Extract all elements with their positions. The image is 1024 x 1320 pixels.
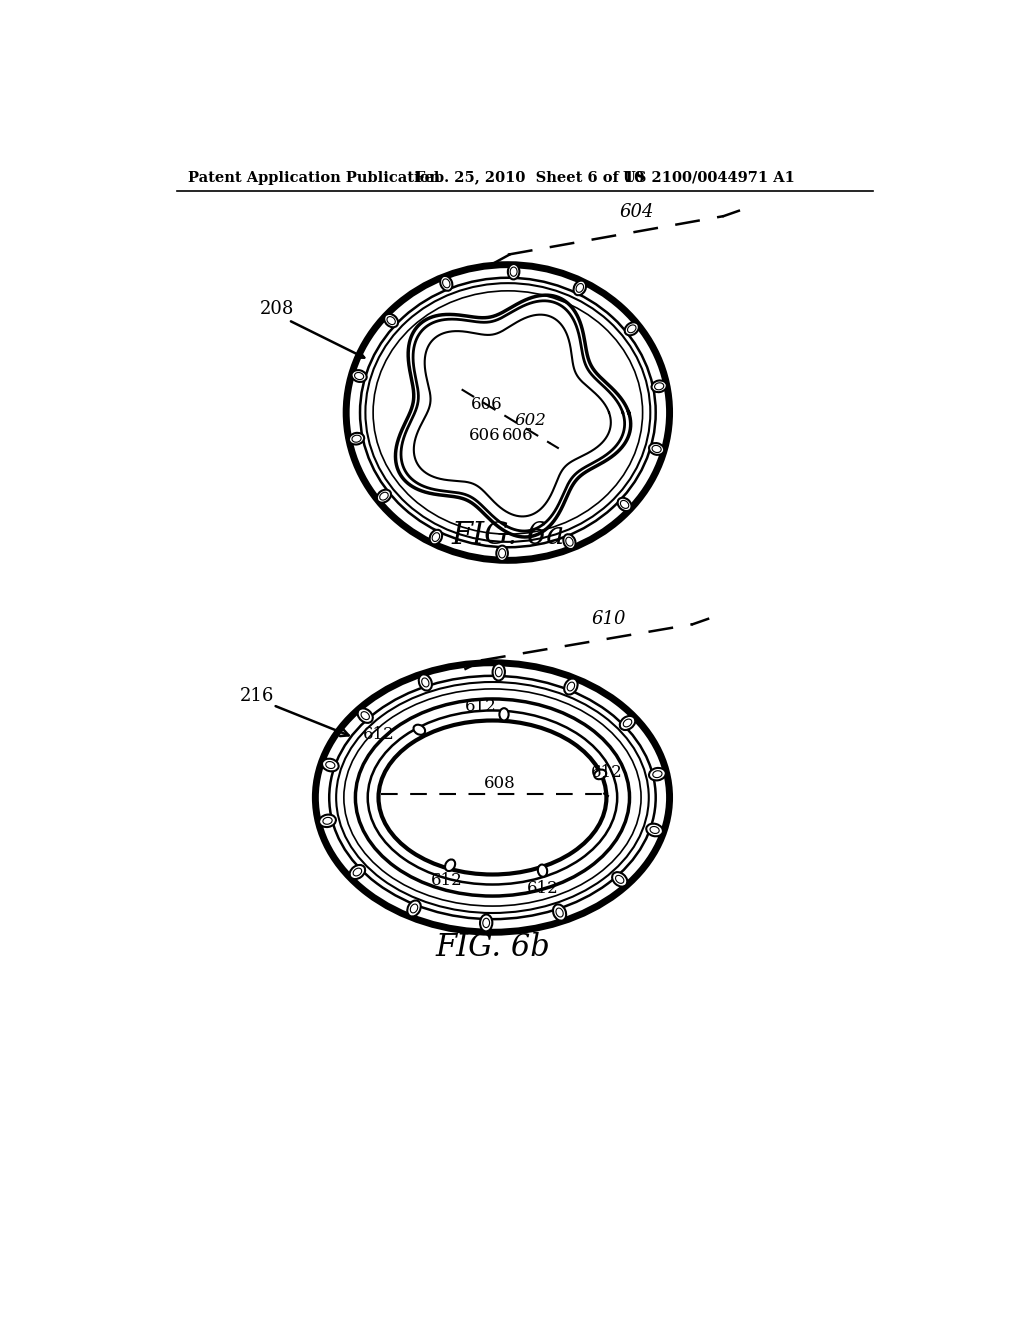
Ellipse shape [445,859,455,871]
Ellipse shape [422,678,429,686]
Ellipse shape [351,370,367,381]
Text: 606: 606 [471,396,503,413]
Ellipse shape [353,869,361,876]
Ellipse shape [480,915,493,932]
Text: 612: 612 [526,880,558,896]
Text: 216: 216 [240,686,274,705]
Ellipse shape [594,770,606,779]
Ellipse shape [442,279,450,288]
Ellipse shape [411,904,418,913]
Ellipse shape [323,817,332,824]
Text: 604: 604 [620,203,654,222]
Ellipse shape [649,444,665,455]
Ellipse shape [366,284,650,543]
Ellipse shape [612,873,628,887]
Ellipse shape [355,700,630,896]
Ellipse shape [617,498,632,511]
Ellipse shape [352,436,361,442]
Ellipse shape [510,267,517,276]
Text: FIG. 6b: FIG. 6b [435,932,550,964]
Ellipse shape [508,264,519,280]
Ellipse shape [349,433,365,445]
Ellipse shape [499,549,506,558]
Ellipse shape [624,719,632,727]
Ellipse shape [493,664,505,681]
Ellipse shape [440,276,453,290]
Ellipse shape [419,675,432,690]
Ellipse shape [357,709,373,723]
Ellipse shape [322,759,339,771]
Ellipse shape [650,826,659,833]
Ellipse shape [414,725,425,735]
Ellipse shape [380,492,388,500]
Ellipse shape [319,814,336,828]
Ellipse shape [615,875,624,883]
Ellipse shape [577,284,584,292]
Ellipse shape [553,904,566,920]
Ellipse shape [654,383,664,389]
Ellipse shape [566,537,573,546]
Text: US 2100/0044971 A1: US 2100/0044971 A1 [624,170,796,185]
Text: 608: 608 [484,775,516,792]
Ellipse shape [649,768,666,780]
Text: 602: 602 [514,412,546,429]
Ellipse shape [336,682,649,913]
Ellipse shape [326,762,335,768]
Ellipse shape [500,709,509,721]
Ellipse shape [564,678,578,694]
Text: 612: 612 [591,764,623,781]
Ellipse shape [625,322,639,335]
Ellipse shape [361,711,370,719]
Ellipse shape [346,264,670,560]
Ellipse shape [384,314,398,327]
Ellipse shape [482,919,489,928]
Ellipse shape [646,824,663,837]
Ellipse shape [556,908,563,917]
Ellipse shape [538,865,547,876]
Ellipse shape [379,721,606,874]
Ellipse shape [563,535,575,549]
Ellipse shape [497,545,508,561]
Text: 610: 610 [591,610,626,628]
Ellipse shape [349,865,366,879]
Text: 606: 606 [469,428,501,444]
Ellipse shape [628,325,636,333]
Ellipse shape [621,500,629,508]
Text: FIG. 6a: FIG. 6a [452,520,564,552]
Text: 612: 612 [430,873,462,890]
Ellipse shape [496,668,502,677]
Text: 612: 612 [362,726,394,743]
Ellipse shape [315,663,670,932]
Ellipse shape [354,372,364,380]
Ellipse shape [651,380,667,392]
Ellipse shape [377,490,391,503]
Ellipse shape [652,771,662,777]
Text: Feb. 25, 2010  Sheet 6 of 10: Feb. 25, 2010 Sheet 6 of 10 [416,170,645,185]
Ellipse shape [652,445,662,453]
Ellipse shape [430,529,442,544]
Ellipse shape [573,281,586,296]
Ellipse shape [567,682,574,690]
Ellipse shape [620,715,635,730]
Text: 612: 612 [465,698,497,715]
Text: 208: 208 [260,300,294,318]
Text: 606: 606 [502,428,534,444]
Ellipse shape [387,317,395,325]
Text: Patent Application Publication: Patent Application Publication [188,170,440,185]
Ellipse shape [432,533,439,541]
Ellipse shape [408,900,421,916]
